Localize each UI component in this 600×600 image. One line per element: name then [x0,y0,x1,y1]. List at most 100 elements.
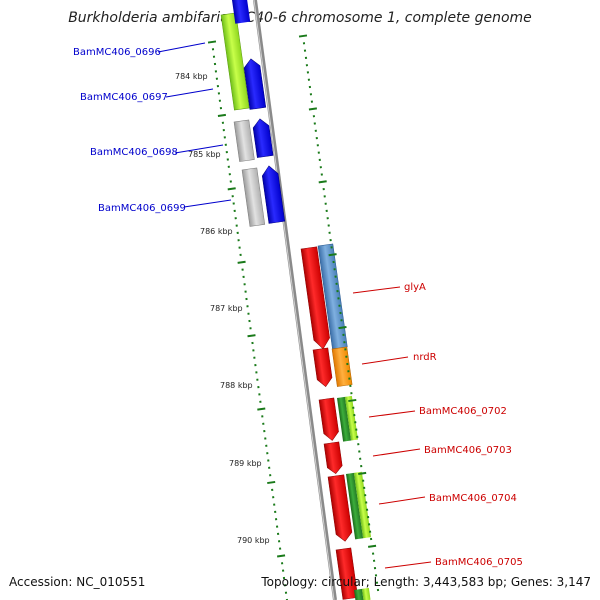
minor-tick-mark [237,239,240,242]
minor-tick-mark [310,100,314,103]
genome-summary-text: Topology: circular; Length: 3,443,583 bp… [261,575,591,589]
minor-tick-mark [337,297,340,300]
minor-tick-mark [365,501,368,504]
right-gene-labels: glyA nrdR BamMC406_0702 BamMC406_0703 Ba… [352,282,523,569]
minor-tick-mark [347,370,350,373]
gene-label-0702[interactable]: BamMC406_0702 [419,406,507,417]
major-tick-mark [276,554,286,558]
right-gene-features [300,243,372,600]
kbp-label-784: 784 kbp [175,72,208,81]
gene-label-nrdR[interactable]: nrdR [413,352,437,363]
minor-tick-mark [215,77,219,80]
major-tick-mark [338,326,347,330]
minor-tick-mark [353,413,356,417]
major-tick-mark [358,471,367,475]
left-gene-labels: BamMC406_0696 BamMC406_0697 BamMC406_069… [73,42,232,214]
minor-tick-mark [358,450,361,453]
gene-arrow-blue-0696[interactable] [232,0,251,24]
left-gene-features [220,0,286,227]
gene-bar-green-0705[interactable] [354,587,371,600]
major-tick-mark [247,334,256,338]
minor-tick-mark [272,496,275,499]
minor-tick-mark [366,515,370,519]
minor-tick-mark [236,231,239,235]
minor-tick-mark [269,474,272,477]
gene-arrow-red-nrdR[interactable] [312,347,333,388]
minor-tick-mark [371,552,375,555]
minor-tick-mark [302,42,306,45]
minor-tick-mark [255,371,258,374]
gene-label-0703[interactable]: BamMC406_0703 [424,445,512,456]
leader-line-0702 [368,410,416,418]
gene-bar-orange[interactable] [331,346,353,387]
gene-arrow-blue-0699[interactable] [261,165,286,224]
minor-tick-mark [249,327,252,330]
minor-tick-mark [278,547,282,550]
minor-tick-mark [307,78,311,81]
minor-tick-mark [372,559,376,562]
gene-label-0705[interactable]: BamMC406_0705 [435,557,523,568]
major-tick-mark [367,544,377,548]
minor-tick-mark [303,49,307,52]
minor-tick-mark [329,238,332,242]
gene-bar-green[interactable] [220,12,250,111]
minor-tick-mark [245,297,248,301]
minor-tick-mark [217,92,221,95]
minor-tick-mark [254,363,257,367]
gene-label-0698[interactable]: BamMC406_0698 [90,147,178,158]
major-tick-mark [207,40,217,44]
minor-tick-mark [334,275,337,278]
minor-tick-mark [360,464,363,468]
minor-tick-mark [308,85,312,89]
minor-tick-mark [352,406,355,409]
minor-tick-mark [355,428,358,431]
kbp-label-789: 789 kbp [229,459,262,468]
minor-tick-mark [365,508,369,511]
gene-label-0696[interactable]: BamMC406_0696 [73,47,161,58]
minor-tick-mark [339,311,342,315]
minor-tick-mark [257,385,260,389]
gene-label-0699[interactable]: BamMC406_0699 [98,203,186,214]
minor-tick-mark [235,224,238,227]
gene-arrow-red-0704[interactable] [327,474,353,543]
minor-tick-mark [282,576,286,580]
minor-tick-mark [274,518,278,521]
right-tick-track [298,34,380,592]
minor-tick-mark [344,348,347,351]
gene-arrow-gray-0698[interactable] [233,119,255,162]
gene-arrow-blue-0697[interactable] [243,58,267,110]
major-tick-mark [348,398,357,403]
minor-tick-mark [354,421,357,424]
minor-tick-mark [359,457,362,460]
gene-arrow-gray-0699[interactable] [241,167,266,227]
major-tick-mark [318,180,327,184]
minor-tick-mark [335,282,338,285]
gene-arrow-red-0703[interactable] [323,441,343,475]
gene-label-0704[interactable]: BamMC406_0704 [429,493,517,504]
gene-label-0697[interactable]: BamMC406_0697 [80,92,168,103]
minor-tick-mark [374,574,378,577]
minor-tick-mark [283,584,287,587]
gene-bar-green-0702[interactable] [337,395,358,442]
gene-bar-green-0704[interactable] [346,471,372,540]
minor-tick-mark [256,378,259,381]
gene-arrow-red-0702[interactable] [318,397,340,442]
minor-tick-mark [225,150,228,154]
major-tick-mark [227,187,236,191]
minor-tick-mark [232,202,235,205]
gene-arrow-red-glyA[interactable] [300,246,331,350]
minor-tick-mark [304,56,308,60]
leader-line-glyA [352,286,401,294]
minor-tick-mark [315,136,318,140]
gene-arrow-blue-0698[interactable] [252,118,274,158]
leader-line-0705 [384,561,432,569]
minor-tick-mark [274,510,277,514]
minor-tick-mark [375,581,379,584]
gene-arrow-red-0705[interactable] [335,547,359,600]
minor-tick-mark [224,143,227,146]
minor-tick-mark [258,393,261,396]
gene-label-glyA[interactable]: glyA [404,282,426,293]
minor-tick-mark [246,305,249,308]
leader-line-0703 [372,448,421,457]
